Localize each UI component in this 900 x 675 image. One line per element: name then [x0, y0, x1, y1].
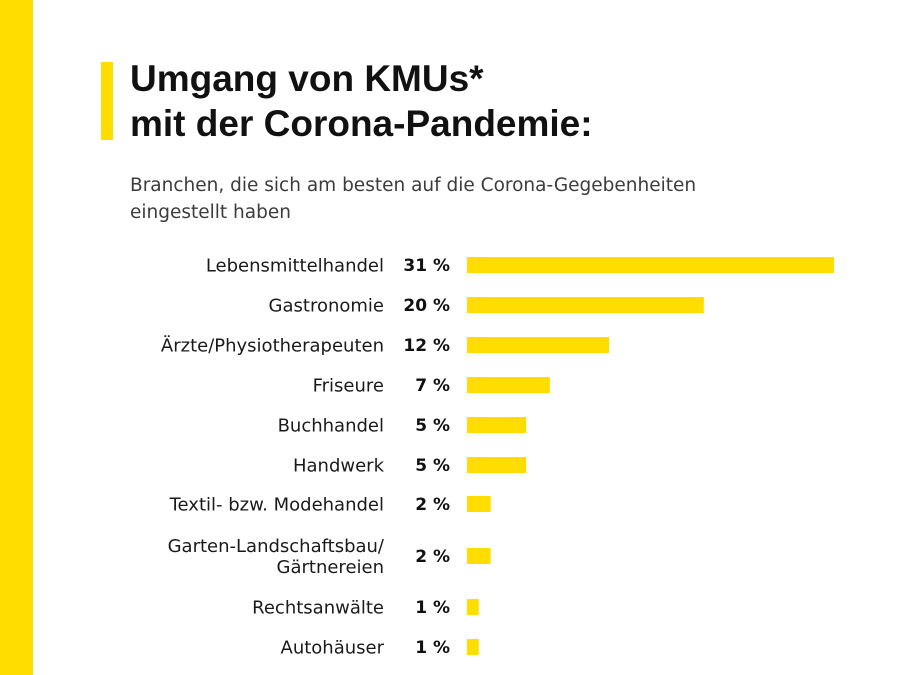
category-label: Handwerk — [293, 455, 385, 476]
value-label: 7 % — [415, 376, 450, 396]
value-label: 5 % — [415, 456, 450, 476]
category-label-line: Lebensmittelhandel — [206, 255, 384, 276]
bar — [467, 496, 491, 512]
chart-subtitle: Branchen, die sich am besten auf die Cor… — [130, 172, 830, 226]
value-label: 5 % — [415, 416, 450, 436]
bar-row: Lebensmittelhandel 31 % — [206, 255, 834, 276]
page-title-line-1: Umgang von KMUs* — [130, 58, 484, 99]
category-label: Gastronomie — [269, 295, 384, 316]
page-title: Umgang von KMUs* mit der Corona-Pandemie… — [130, 56, 593, 146]
category-label-line: Gastronomie — [269, 295, 384, 316]
category-label: Autohäuser — [281, 637, 385, 658]
bar — [467, 599, 479, 615]
bar — [467, 548, 491, 564]
value-label: 2 % — [415, 547, 450, 567]
bar-row: Textil- bzw. Modehandel 2 % — [169, 494, 491, 515]
chart-subtitle-line-1: Branchen, die sich am besten auf die Cor… — [130, 175, 697, 196]
category-label-line: Ärzte/Physiotherapeuten — [161, 335, 384, 356]
value-label: 1 % — [415, 598, 450, 618]
category-label: Friseure — [313, 375, 384, 396]
bar-row: Rechtsanwälte 1 % — [252, 597, 479, 618]
value-label: 1 % — [415, 638, 450, 658]
bar — [467, 417, 527, 433]
bar — [467, 639, 479, 655]
category-label: Lebensmittelhandel — [206, 255, 384, 276]
left-accent-stripe — [0, 0, 33, 675]
bar — [467, 457, 527, 473]
bar-row: Handwerk 5 % — [293, 455, 527, 476]
value-label: 20 % — [403, 296, 450, 316]
value-label: 31 % — [403, 256, 450, 276]
category-label: Textil- bzw. Modehandel — [169, 494, 384, 515]
category-label: Garten-Landschaftsbau/Gärtnereien — [168, 536, 385, 578]
category-label-line: Textil- bzw. Modehandel — [169, 494, 384, 515]
category-label-line: Autohäuser — [281, 637, 385, 658]
value-label: 12 % — [403, 336, 450, 356]
category-label-line: Gärtnereien — [277, 557, 384, 578]
bar-row: Gastronomie 20 % — [269, 295, 704, 316]
bar-row: Ärzte/Physiotherapeuten 12 % — [161, 335, 610, 356]
value-label: 2 % — [415, 495, 450, 515]
category-label: Ärzte/Physiotherapeuten — [161, 335, 384, 356]
bar — [467, 297, 704, 313]
chart-subtitle-line-2: eingestellt haben — [130, 202, 291, 223]
category-label-line: Handwerk — [293, 455, 385, 476]
category-label-line: Friseure — [313, 375, 384, 396]
category-label: Rechtsanwälte — [252, 597, 384, 618]
bar — [467, 257, 834, 273]
bar — [467, 337, 610, 353]
bar-row: Garten-Landschaftsbau/Gärtnereien 2 % — [168, 536, 491, 578]
title-accent-marker — [101, 62, 113, 140]
category-label-line: Rechtsanwälte — [252, 597, 384, 618]
category-label-line: Garten-Landschaftsbau/ — [168, 536, 385, 557]
bar-row: Buchhandel 5 % — [278, 415, 527, 436]
bar — [467, 377, 550, 393]
category-label: Buchhandel — [278, 415, 384, 436]
bar-row: Autohäuser 1 % — [281, 637, 479, 658]
page-title-line-2: mit der Corona-Pandemie: — [130, 103, 593, 144]
bar-row: Friseure 7 % — [313, 375, 550, 396]
category-label-line: Buchhandel — [278, 415, 384, 436]
